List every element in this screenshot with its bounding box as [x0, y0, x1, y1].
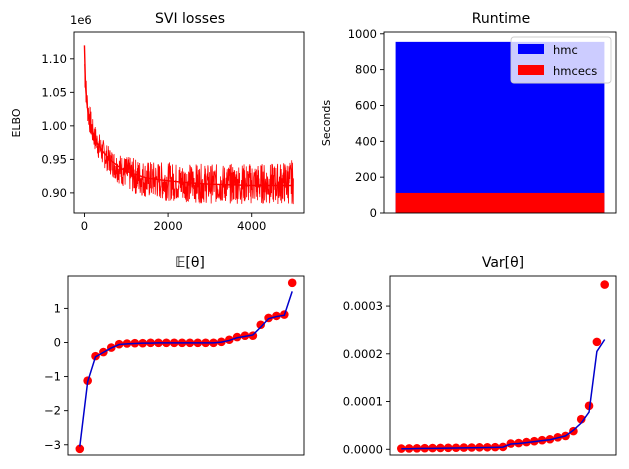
y-tick-label: 0.0002 [343, 347, 383, 361]
y-tick-label: 400 [355, 134, 377, 148]
x-tick-label: 0 [81, 219, 88, 233]
y-tick-label: 1 [54, 301, 61, 315]
reference-line [401, 339, 606, 450]
data-point [256, 320, 266, 330]
y-tick-label: 0 [370, 206, 377, 220]
expectation-panel: 𝔼[θ] −3 −2 −1 0 1 [44, 255, 305, 456]
y-tick-label: −1 [44, 370, 61, 384]
y-tick-label: 1.10 [41, 52, 67, 66]
loss-series-line [83, 45, 294, 187]
legend-label-hmc: hmc [553, 43, 578, 57]
plot-area: 0.90 0.95 1.00 1.05 1.10 0 2000 4000 [41, 45, 294, 233]
y-tick-label: −2 [44, 404, 61, 418]
plot-area: 0.0000 0.0001 0.0002 0.0003 [343, 280, 609, 456]
runtime-panel: Runtime Seconds 0 200 400 600 800 1000 hmc hm… [320, 11, 617, 220]
data-point [600, 280, 609, 289]
expectation-title: 𝔼[θ] [175, 255, 205, 271]
plot-area: −3 −2 −1 0 1 [44, 278, 297, 454]
data-point [75, 444, 85, 454]
y-tick-label: 200 [355, 170, 377, 184]
axes-frame [389, 275, 617, 456]
legend-swatch-hmc [518, 44, 544, 54]
y-tick-label: 0 [54, 335, 61, 349]
data-point [287, 278, 297, 288]
data-point [584, 401, 594, 411]
y-offset-label: 1e6 [70, 13, 92, 27]
data-point [576, 414, 586, 424]
y-tick-label: 1000 [348, 27, 377, 41]
y-tick-label: 0.0001 [343, 395, 383, 409]
bar-hmcecs [395, 192, 605, 213]
svi-losses-panel: SVI losses 1e6 ELBO 0.90 0.95 1.00 1.05 1.10… [10, 11, 305, 233]
data-point [592, 337, 602, 347]
y-tick-label: 800 [355, 63, 377, 77]
axes-frame [73, 31, 305, 214]
y-tick-label: 1.00 [41, 119, 67, 133]
variance-title: Var[θ] [482, 255, 524, 271]
y-tick-label: −3 [44, 438, 61, 452]
y-tick-label: 600 [355, 98, 377, 112]
y-tick-label: 0.90 [41, 186, 67, 200]
axes-frame [383, 31, 617, 214]
y-tick-label: 1.05 [41, 85, 67, 99]
y-tick-label: 0.95 [41, 152, 67, 166]
variance-panel: Var[θ] 0.0000 0.0001 0.0002 0.0003 [343, 255, 617, 456]
loss-noise-trace [84, 64, 294, 205]
legend-label-hmcecs: hmcecs [553, 64, 597, 78]
y-tick-label: 0.0003 [343, 299, 383, 313]
axes-frame [67, 275, 305, 456]
x-tick-label: 2000 [153, 219, 182, 233]
y-axis-label: ELBO [10, 108, 23, 137]
svi-losses-title: SVI losses [155, 11, 225, 27]
y-axis-label: Seconds [320, 100, 333, 146]
runtime-title: Runtime [472, 11, 530, 27]
legend-swatch-hmcecs [518, 65, 544, 75]
reference-line [79, 291, 293, 447]
y-tick-label: 0.0000 [343, 442, 383, 456]
legend: hmc hmcecs [510, 36, 612, 84]
x-tick-label: 4000 [237, 219, 266, 233]
